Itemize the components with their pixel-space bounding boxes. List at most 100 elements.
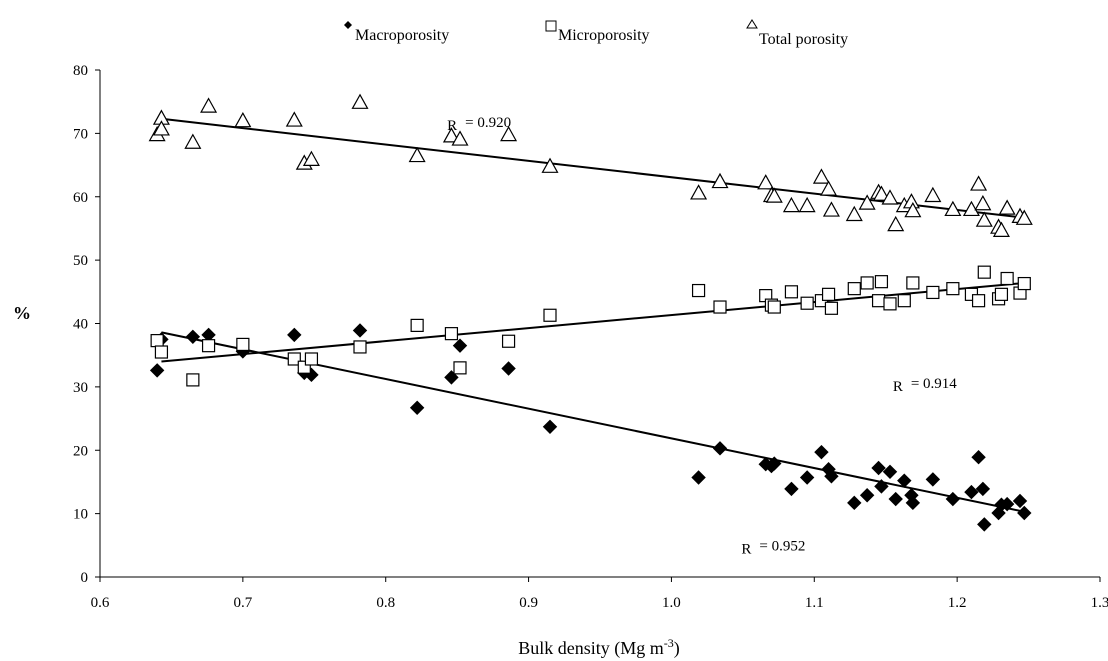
y-tick-label: 0	[81, 570, 89, 586]
x-axis-ticks: 0.6 0.7 0.8 0.9 1.0 1.1 1.2 1.3	[91, 577, 1108, 611]
x-tick-label: 1.0	[662, 595, 681, 611]
macroporosity-point	[975, 481, 991, 497]
total-porosity-point	[302, 150, 320, 166]
x-axis-title-exp: -3	[664, 636, 674, 650]
microporosity-point	[860, 276, 874, 290]
total-porosity-point	[541, 157, 559, 173]
macroporosity-point	[964, 484, 979, 500]
total-porosity-point	[970, 175, 988, 191]
r-label: R	[447, 118, 457, 134]
x-tick-label: 1.2	[948, 595, 967, 611]
macroporosity-point	[185, 329, 201, 345]
macroporosity-point	[352, 323, 368, 338]
microporosity-point	[821, 287, 836, 301]
microporosity-point	[977, 265, 991, 279]
microporosity-point	[767, 300, 781, 314]
macroporosity-point	[847, 495, 862, 511]
y-tick-label: 20	[73, 443, 88, 459]
macroporosity-point	[814, 444, 829, 460]
y-tick-label: 80	[73, 63, 88, 79]
microporosity-point	[906, 276, 920, 290]
total-porosity-point	[500, 125, 518, 142]
macroporosity-point	[501, 361, 516, 376]
microporosity-point	[543, 308, 557, 322]
legend-total-porosity-label: Total porosity	[759, 31, 848, 48]
y-tick-label: 50	[73, 253, 88, 269]
macroporosity-point	[1017, 505, 1032, 521]
total-porosity-point	[904, 201, 922, 218]
total-porosity-point	[820, 180, 838, 196]
chart-legend: Macroporosity Microporosity Total porosity	[344, 19, 848, 48]
total-porosity-trendline	[161, 117, 1025, 219]
microporosity-point	[287, 352, 301, 366]
macroporosity-point	[712, 441, 728, 456]
total-porosity-point	[442, 127, 460, 143]
x-axis-title-close: )	[674, 638, 680, 659]
total-porosity-point	[975, 211, 993, 227]
microporosity-point	[784, 285, 799, 299]
y-tick-label: 40	[73, 317, 88, 333]
total-porosity-point	[944, 200, 962, 217]
macroporosity-point	[871, 460, 886, 476]
macroporosity-point	[888, 491, 903, 507]
y-tick-label: 60	[73, 190, 88, 206]
macroporosity-point	[977, 517, 992, 532]
total-porosity-point	[998, 199, 1016, 215]
total-porosity-point	[200, 97, 218, 113]
macroporosity-point	[409, 400, 425, 415]
microporosity-point	[994, 287, 1009, 301]
r-value: = 0.914	[911, 376, 957, 392]
macroporosity-point	[287, 327, 302, 343]
total-porosity-point	[765, 187, 783, 203]
total-porosity-point	[285, 111, 303, 127]
total-porosity-point	[782, 196, 800, 213]
total-porosity-point	[408, 146, 426, 163]
x-axis-title-main: Bulk density (Mg m	[518, 638, 664, 659]
total-porosity-point	[924, 186, 942, 203]
macroporosity-point	[149, 363, 165, 378]
x-tick-label: 1.1	[805, 595, 824, 611]
total-porosity-point	[798, 196, 816, 213]
x-tick-label: 1.3	[1091, 595, 1108, 611]
total-porosity-point	[822, 201, 840, 217]
total-porosity-point	[757, 174, 775, 190]
macroporosity-point	[945, 491, 961, 507]
microporosity-point	[1000, 271, 1014, 286]
x-tick-label: 0.7	[233, 595, 252, 611]
legend-macroporosity-label: Macroporosity	[355, 27, 449, 44]
microporosity-point	[150, 334, 164, 348]
microporosity-point	[824, 301, 839, 315]
microporosity-point	[971, 294, 986, 308]
microporosity-point	[1017, 276, 1031, 291]
legend-microporosity-marker	[545, 20, 557, 32]
annotations: R = 0.920 R = 0.914 R = 0.952	[447, 115, 957, 557]
microporosity-point	[871, 294, 886, 308]
r-value: = 0.920	[465, 115, 511, 131]
total-porosity-point	[858, 194, 876, 210]
y-tick-label: 30	[73, 380, 88, 396]
macroporosity-point	[824, 469, 839, 484]
total-porosity-point	[1015, 209, 1033, 225]
legend-microporosity-label: Microporosity	[558, 27, 650, 44]
microporosity-point	[444, 327, 459, 341]
microporosity-point	[926, 285, 940, 300]
x-tick-label: 0.9	[519, 595, 538, 611]
macroporosity-point	[991, 505, 1006, 521]
trendlines	[161, 117, 1025, 513]
r-label: R	[893, 379, 903, 395]
total-porosity-point	[234, 111, 252, 128]
microporosity-point	[713, 300, 727, 314]
x-axis-title: Bulk density (Mg m-3)	[518, 636, 680, 659]
total-porosity-point	[184, 133, 202, 149]
total-porosity-point	[962, 200, 980, 217]
microporosity-point	[353, 340, 367, 354]
total-porosity-point	[992, 221, 1010, 237]
microporosity-point	[874, 275, 889, 289]
macroporosity-point	[452, 338, 468, 353]
microporosity-point	[847, 282, 861, 296]
y-axis-ticks: 0 10 20 30 40 50 60 70 80	[73, 63, 100, 586]
total-porosity-point	[872, 185, 890, 201]
microporosity-trendline	[161, 281, 1025, 363]
microporosity-point	[410, 318, 424, 333]
